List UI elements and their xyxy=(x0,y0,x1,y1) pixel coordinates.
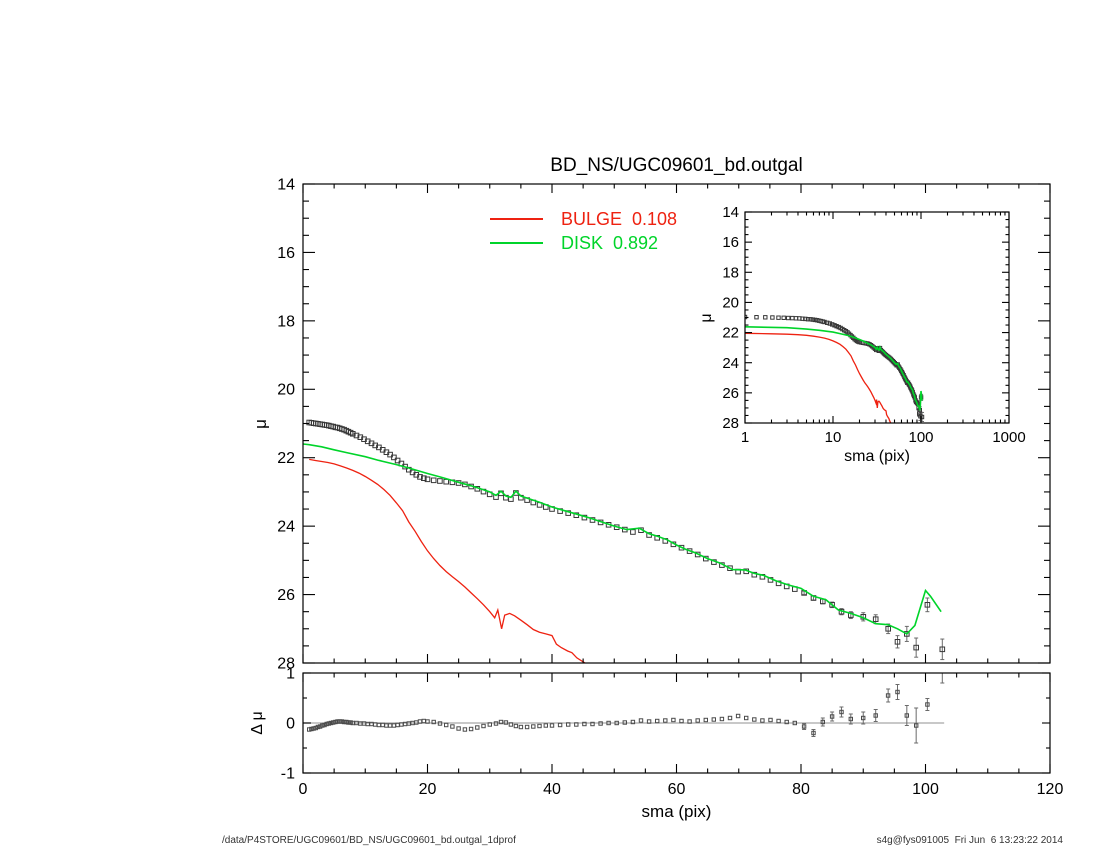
tick-label: 1 xyxy=(741,429,749,446)
tick-label: 60 xyxy=(668,781,686,798)
tick-label: 14 xyxy=(722,204,739,221)
inset-x-axis-label: sma (pix) xyxy=(844,448,910,465)
ticks-inset xyxy=(744,211,1010,424)
tick-label: 10 xyxy=(825,429,842,446)
tick-label: 26 xyxy=(277,587,295,604)
tick-label: 28 xyxy=(722,415,739,432)
disk-line-main xyxy=(303,443,942,635)
residuals-errorbars-residual xyxy=(802,673,945,744)
tick-label: 100 xyxy=(908,429,933,446)
footer-file-path: /data/P4STORE/UGC09601/BD_NS/UGC09601_bd… xyxy=(222,835,516,846)
tick-label: -1 xyxy=(281,765,295,782)
residual-y-axis-label: Δ μ xyxy=(249,711,266,735)
tick-label: 24 xyxy=(722,355,739,372)
tick-label: 22 xyxy=(277,450,295,467)
legend-bulge-swatch xyxy=(490,218,543,220)
bulge-line-main xyxy=(309,458,586,663)
legend-disk-label: DISK 0.892 xyxy=(561,233,659,253)
legend-bulge-label: BULGE 0.108 xyxy=(561,209,678,229)
tick-label: 16 xyxy=(277,245,295,262)
tick-label: 120 xyxy=(1037,781,1064,798)
panel-main: 14 16 18 20 22 24 26 28 xyxy=(277,176,1051,672)
tick-label: 26 xyxy=(722,385,739,402)
tick-label: 22 xyxy=(722,325,739,342)
tick-label: 1 xyxy=(286,665,295,682)
tick-label: 20 xyxy=(277,382,295,399)
residuals-points-residual xyxy=(307,689,930,736)
tick-label: 14 xyxy=(277,176,295,193)
tick-label: 20 xyxy=(419,781,437,798)
tick-label: 80 xyxy=(792,781,810,798)
tick-label: 100 xyxy=(912,781,939,798)
tick-label: 28 xyxy=(277,655,295,672)
disk-line-inset xyxy=(745,326,923,411)
ticks-residual xyxy=(302,672,1051,774)
tick-label: 0 xyxy=(299,781,308,798)
chart-title: BD_NS/UGC09601_bd.outgal xyxy=(550,155,803,176)
footer-user-timestamp: s4g@fys091005 Fri Jun 6 13:23:22 2014 xyxy=(876,835,1063,846)
tick-label: 40 xyxy=(543,781,561,798)
ticks-main xyxy=(302,183,1051,664)
tick-label: 18 xyxy=(277,313,295,330)
tick-label: 1000 xyxy=(992,429,1025,446)
panel-inset: 1 10 100 1000 14 16 18 20 22 24 26 28 xyxy=(722,204,1025,446)
bulge-line-inset xyxy=(745,332,892,423)
tick-label: 24 xyxy=(277,519,295,536)
tick-label: 20 xyxy=(722,295,739,312)
tick-label: 18 xyxy=(722,264,739,281)
inset-y-axis-label: μ xyxy=(698,313,715,323)
x-axis-label: sma (pix) xyxy=(641,802,712,821)
main-y-axis-label: μ xyxy=(251,419,270,429)
tick-label: 0 xyxy=(286,715,295,732)
observed-points-main xyxy=(306,419,946,653)
tick-label: 16 xyxy=(722,234,739,251)
legend-disk-swatch xyxy=(490,242,543,244)
